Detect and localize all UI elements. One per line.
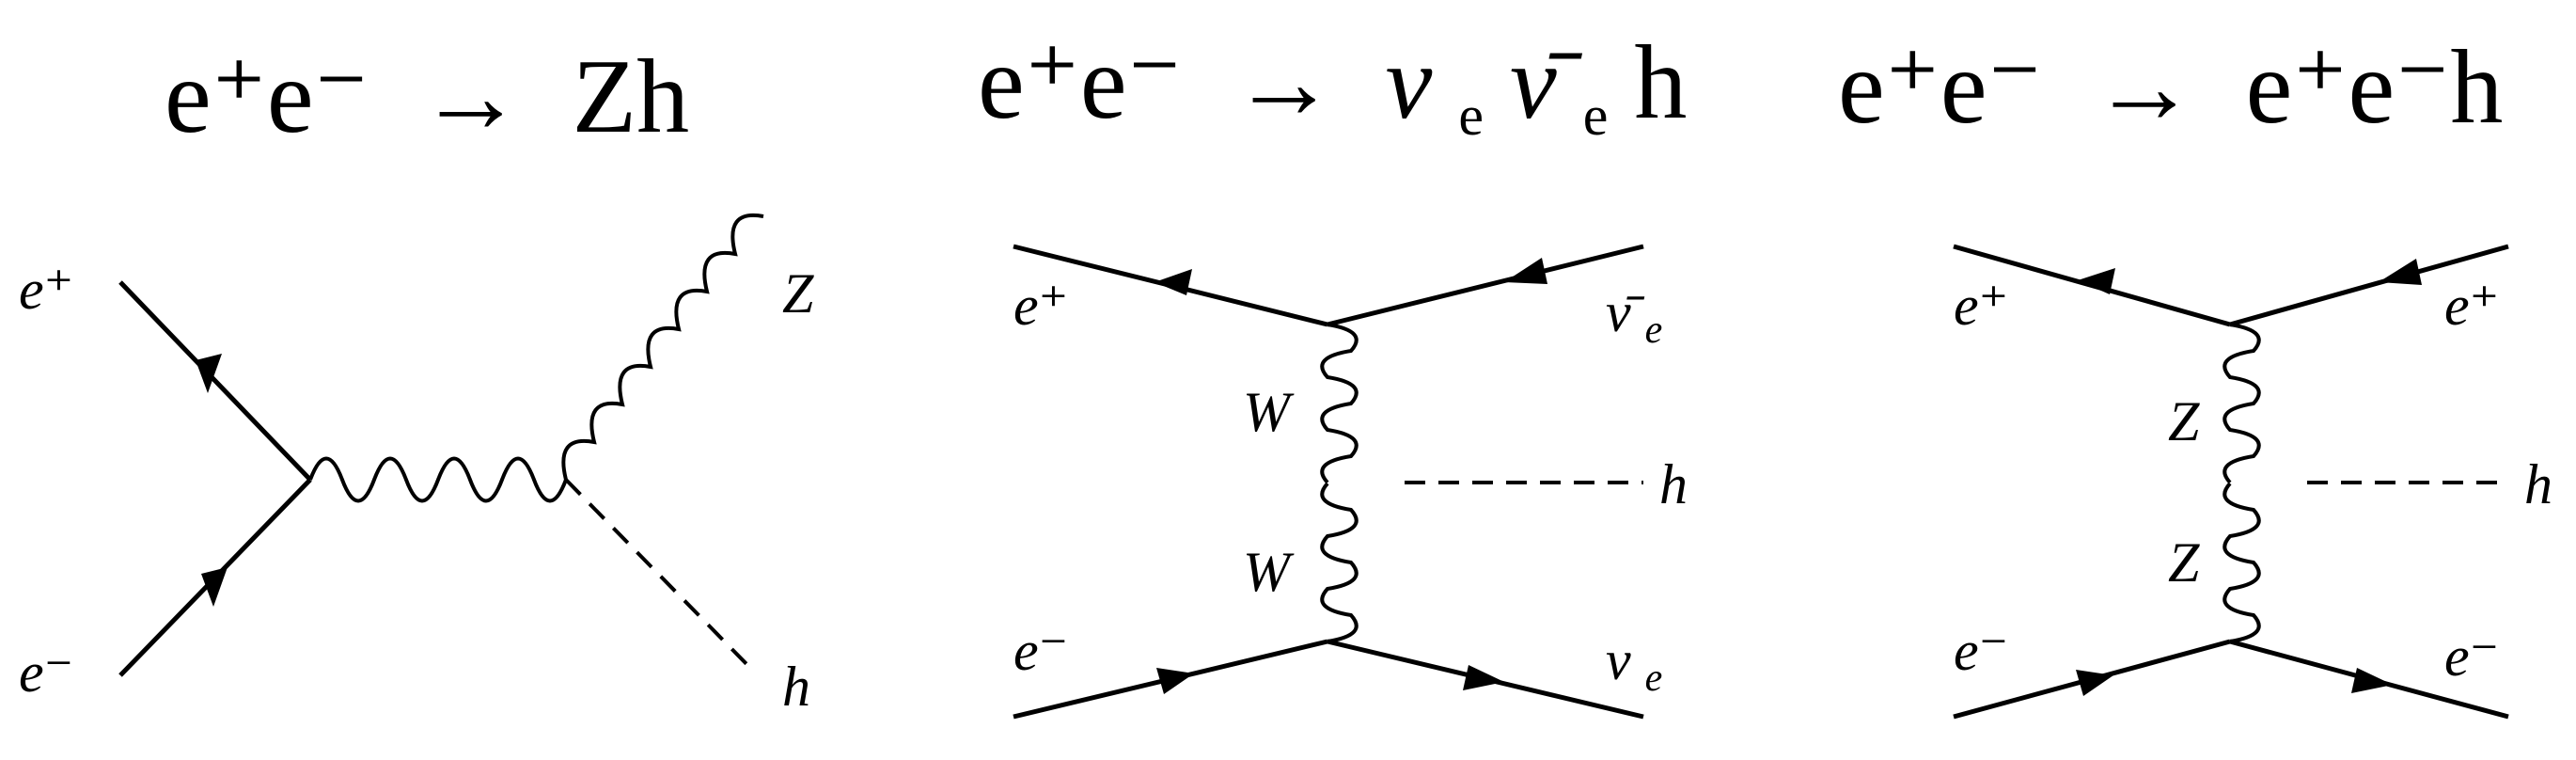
title-zz-initial: e⁺e⁻ [1838, 29, 2043, 146]
w-upper-wavy [1320, 323, 1359, 484]
label-nubar-symbol: ν̄ [1606, 281, 1645, 343]
title-zh-initial: e⁺e⁻ [165, 39, 369, 155]
label-e-minus: e⁻ [1013, 620, 1068, 682]
title-ww-sub2: e [1583, 85, 1609, 147]
electron-in-arrow [1156, 668, 1194, 694]
label-h: h [782, 656, 810, 718]
title-zh-arrow: → [418, 39, 524, 155]
label-nubar-sub: e [1645, 309, 1663, 352]
label-e-minus-in: e⁻ [1954, 620, 2008, 682]
nu-out-arrow [1463, 665, 1504, 690]
z-upper-wavy [2223, 323, 2261, 484]
label-nu-sub: e [1645, 657, 1663, 700]
label-nu-symbol: ν [1606, 629, 1631, 691]
label-e-minus-out: e⁻ [2444, 625, 2499, 688]
electron-arrow [201, 567, 228, 607]
title-zh-final: Zh [573, 39, 689, 155]
label-h: h [2524, 453, 2552, 515]
title-ww: e⁺e⁻ → ν e ν̄ e h [978, 24, 1687, 158]
positron-arrow [196, 354, 222, 393]
label-z-upper: Z [2168, 390, 2200, 452]
nubar-out-arrow [1504, 258, 1547, 284]
label-e-plus: e⁺ [19, 259, 73, 321]
z-lower-wavy [2223, 482, 2261, 643]
label-e-plus-out: e⁺ [2444, 275, 2499, 337]
electron-out-arrow [2351, 668, 2393, 693]
diagram-zz-fusion: e⁺e⁻ → e⁺e⁻h e⁺ e⁻ e⁺ e⁻ Z Z h [1838, 29, 2552, 720]
z-outgoing-wavy [561, 213, 764, 481]
title-ww-nu: ν [1386, 24, 1433, 141]
title-ww-initial: e⁺e⁻ [978, 24, 1183, 141]
positron-in-arrow [1154, 269, 1192, 295]
title-zz-arrow: → [2092, 29, 2197, 146]
label-w-upper: W [1243, 381, 1295, 443]
z-propagator-wavy [308, 456, 568, 503]
w-lower-wavy [1320, 482, 1359, 643]
title-zh: e⁺e⁻ → Zh [165, 39, 689, 155]
label-w-lower: W [1243, 541, 1295, 603]
label-h: h [1659, 453, 1688, 515]
positron-out-arrow [2379, 259, 2422, 285]
higgs-dashed-line [564, 478, 754, 672]
title-ww-higgs: h [1634, 24, 1687, 141]
label-e-plus-in: e⁺ [1954, 275, 2008, 337]
positron-line [118, 280, 312, 482]
title-zz: e⁺e⁻ → e⁺e⁻h [1838, 29, 2503, 146]
title-ww-nubar: ν̄ [1510, 24, 1583, 141]
diagram-zh: e⁺e⁻ → Zh e⁺ e⁻ Z h [19, 39, 814, 718]
nubar-out-line [1327, 244, 1644, 327]
label-e-minus: e⁻ [19, 641, 73, 704]
positron-out-line [2229, 244, 2509, 327]
label-e-plus: e⁺ [1013, 275, 1068, 337]
title-ww-sub1: e [1458, 85, 1484, 147]
title-zz-final: e⁺e⁻h [2246, 29, 2504, 146]
title-ww-arrow: → [1232, 24, 1337, 141]
label-nubar-e: ν̄ e [1606, 281, 1662, 352]
positron-in-arrow [2078, 268, 2115, 294]
label-z-lower: Z [2168, 531, 2200, 594]
electron-in-arrow [2076, 670, 2113, 696]
label-nu-e: ν e [1606, 629, 1662, 700]
diagram-ww-fusion: e⁺e⁻ → ν e ν̄ e h e⁺ e⁻ ν̄ e ν e W W [978, 24, 1688, 720]
label-z: Z [782, 262, 814, 325]
